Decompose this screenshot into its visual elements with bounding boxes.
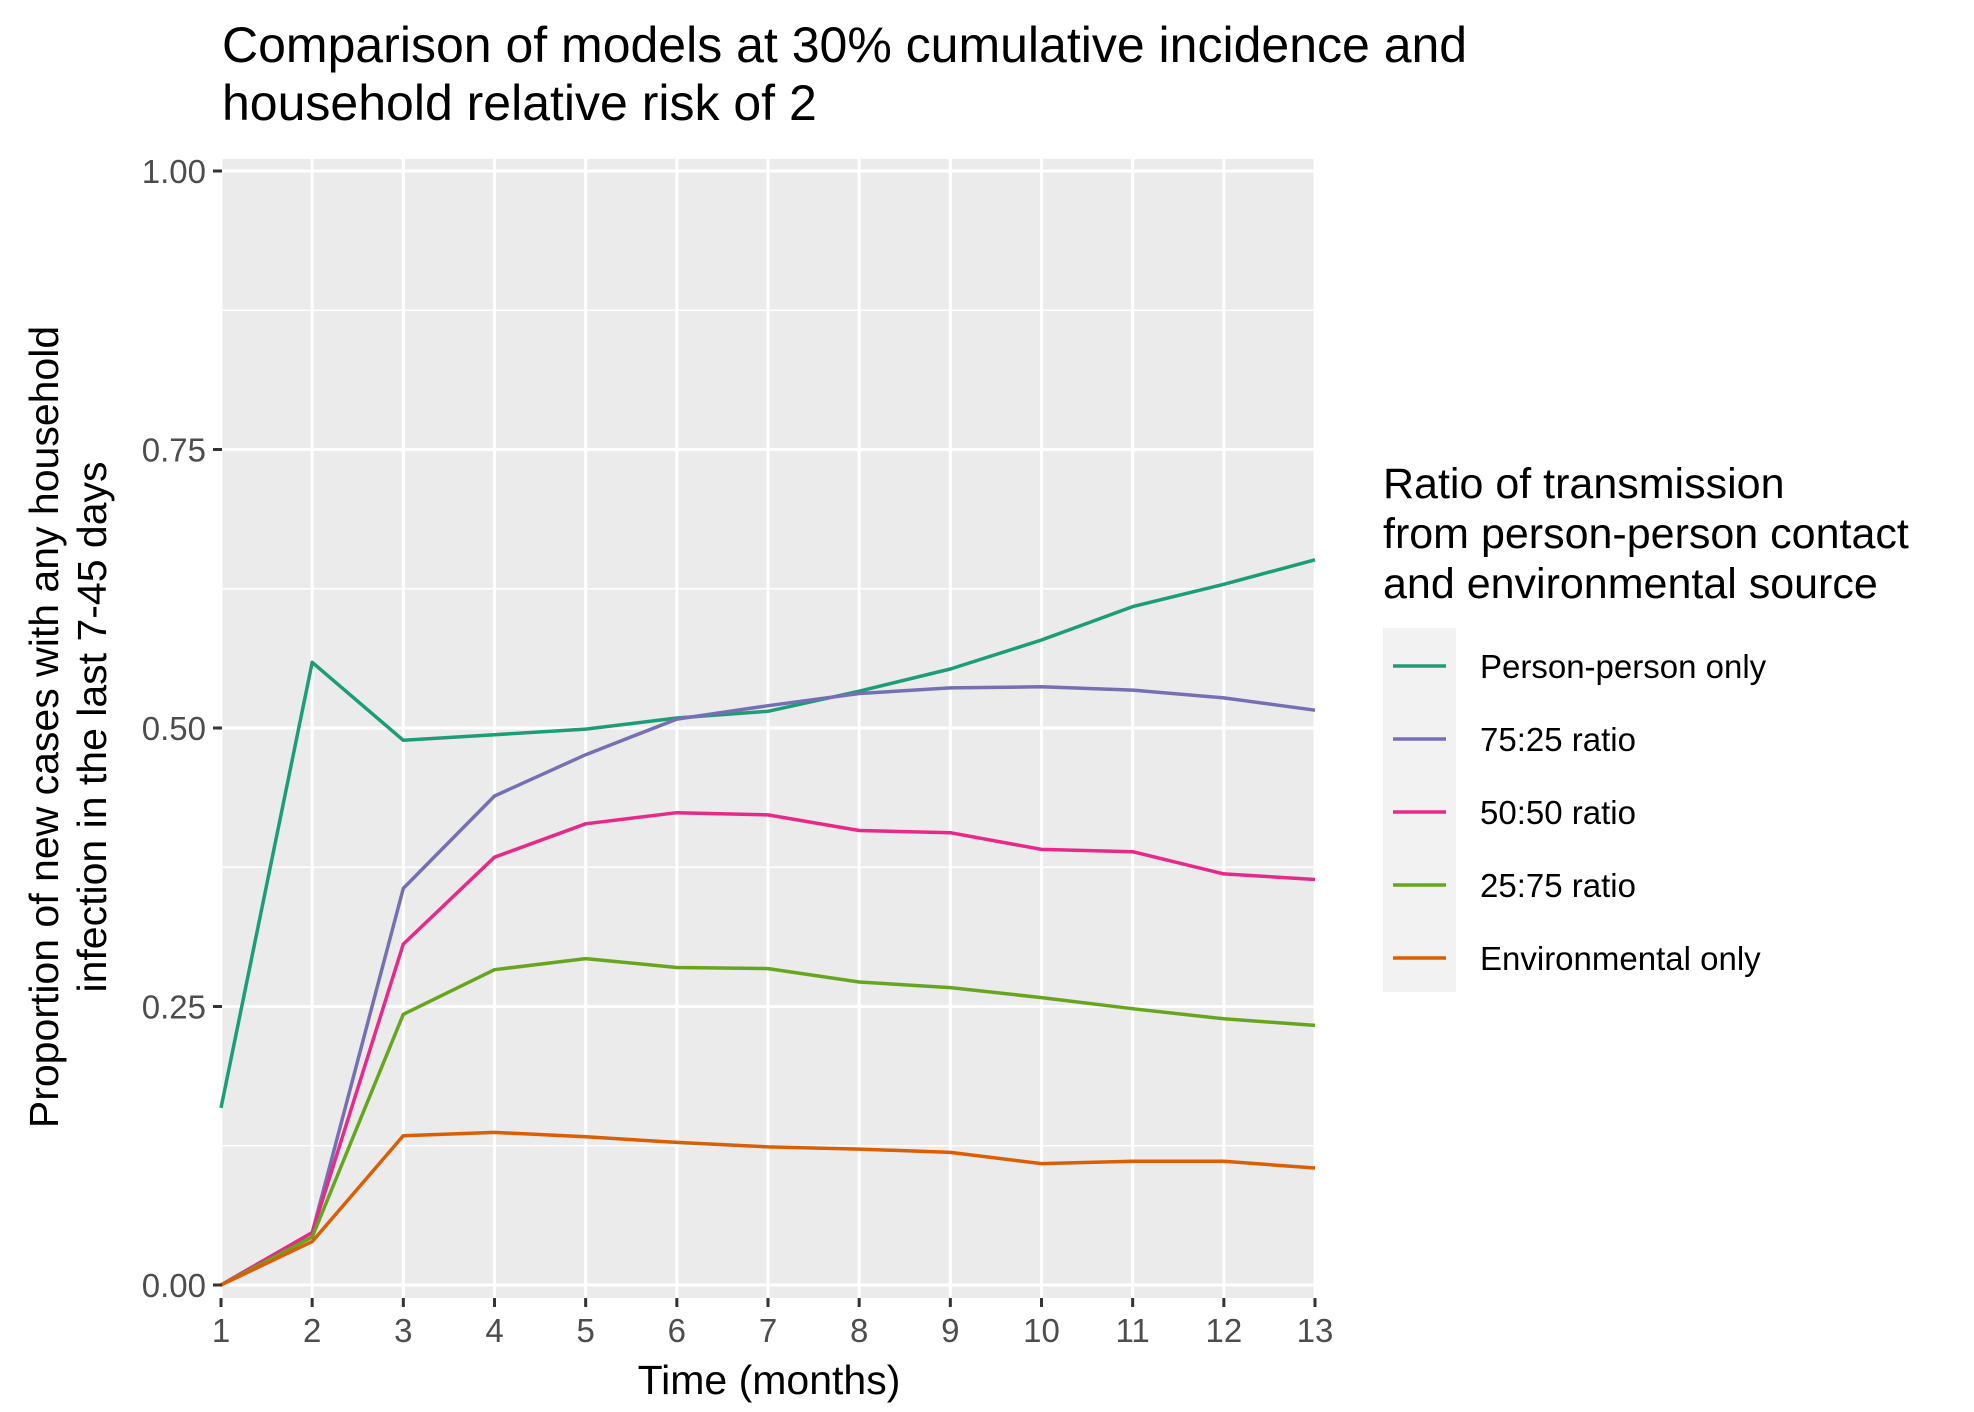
legend-label-4: 25:75 ratio — [1480, 867, 1636, 904]
x-tick-label: 3 — [394, 1312, 412, 1349]
y-axis: 0.00 0.25 0.50 0.75 1.00 — [142, 153, 222, 1304]
series-line-1 — [219, 558, 1316, 1109]
series-line-3 — [220, 810, 1316, 1287]
y-tick-label: 0.75 — [142, 432, 206, 469]
x-tick-label: 1 — [212, 1312, 230, 1349]
legend-items: Person-person only 75:25 ratio 50:50 ratio… — [1393, 648, 1767, 977]
x-tick-label: 2 — [303, 1312, 321, 1349]
y-tick-label: 0.50 — [142, 710, 206, 747]
legend-label-3: 50:50 ratio — [1480, 794, 1636, 831]
chart-title: Comparison of models at 30% cumulative i… — [222, 17, 1467, 131]
x-tick-label: 4 — [485, 1312, 503, 1349]
legend-key-background — [1383, 628, 1456, 992]
y-tick-label: 0.25 — [142, 989, 206, 1026]
legend: Ratio of transmission from person-person… — [1383, 460, 1909, 992]
series-lines — [219, 558, 1316, 1287]
x-tick-label: 12 — [1205, 1312, 1242, 1349]
series-line-2 — [220, 685, 1316, 1287]
x-tick-label: 8 — [850, 1312, 868, 1349]
x-tick-label: 10 — [1023, 1312, 1060, 1349]
x-tick-label: 9 — [941, 1312, 959, 1349]
series-line-5 — [220, 1130, 1316, 1287]
x-tick-label: 11 — [1116, 1312, 1150, 1349]
legend-title-line-2: from person-person contact — [1383, 510, 1909, 558]
legend-label-1: Person-person only — [1480, 648, 1767, 685]
x-tick-label: 5 — [576, 1312, 594, 1349]
legend-title-line-3: and environmental source — [1383, 560, 1878, 608]
x-axis-title: Time (months) — [638, 1357, 901, 1403]
legend-label-5: Environmental only — [1480, 940, 1761, 977]
chart-title-line-2: household relative risk of 2 — [222, 75, 817, 131]
legend-title-line-1: Ratio of transmission — [1383, 460, 1785, 508]
x-tick-label: 7 — [759, 1312, 777, 1349]
y-axis-title: Proportion of new cases with any househo… — [21, 326, 115, 1128]
series-line-4 — [220, 956, 1316, 1287]
y-axis-title-line-2: infection in the last 7-45 days — [69, 461, 115, 992]
x-tick-label: 6 — [668, 1312, 686, 1349]
chart-title-line-1: Comparison of models at 30% cumulative i… — [222, 17, 1467, 73]
x-axis: 1 2 3 4 5 6 7 8 9 10 11 12 13 — [212, 1298, 1334, 1349]
y-axis-title-line-1: Proportion of new cases with any househo… — [21, 326, 67, 1128]
legend-label-2: 75:25 ratio — [1480, 721, 1636, 758]
y-tick-label: 0.00 — [142, 1267, 206, 1304]
y-tick-label: 1.00 — [142, 153, 206, 190]
x-tick-label: 13 — [1297, 1312, 1334, 1349]
